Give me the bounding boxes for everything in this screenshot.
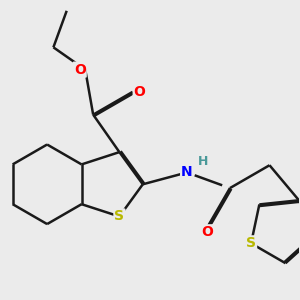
Text: O: O — [74, 63, 86, 76]
Text: S: S — [246, 236, 256, 250]
Text: O: O — [201, 225, 213, 239]
Text: O: O — [134, 85, 146, 99]
Text: H: H — [198, 154, 208, 167]
Text: S: S — [114, 209, 124, 224]
Text: N: N — [181, 166, 193, 179]
